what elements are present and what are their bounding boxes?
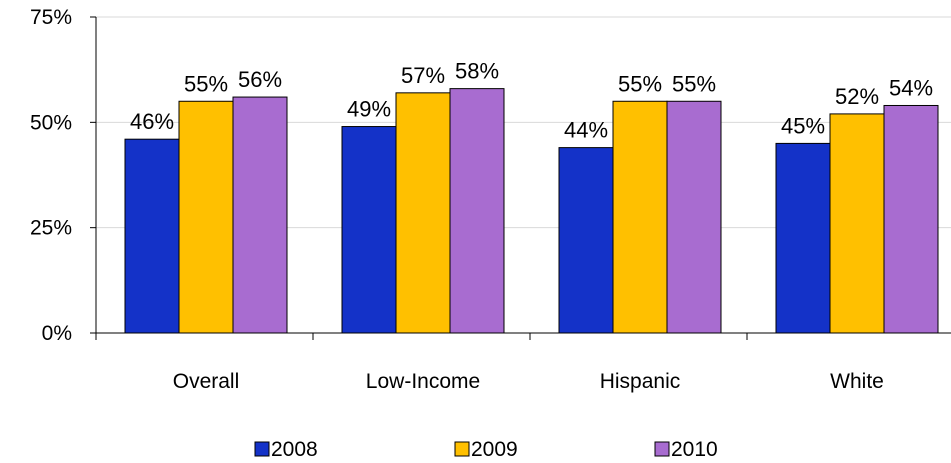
- data-label: 55%: [184, 71, 228, 96]
- data-label: 55%: [618, 71, 662, 96]
- bar-2009-white: [829, 113, 885, 334]
- x-tick-label: Hispanic: [600, 370, 681, 393]
- data-label: 55%: [672, 71, 716, 96]
- data-label: 46%: [130, 109, 174, 134]
- legend-label: 2009: [471, 438, 518, 461]
- y-tick-labels: 0% 25% 50% 75%: [30, 6, 72, 345]
- bar-2010-hispanic: [666, 100, 722, 334]
- data-label: 44%: [564, 118, 608, 143]
- data-label: 54%: [889, 75, 933, 100]
- data-label: 56%: [238, 67, 282, 92]
- y-tick-label: 0%: [42, 322, 72, 345]
- legend: 2008 2009 2010: [254, 438, 718, 461]
- bar-2009-overall: [178, 100, 234, 334]
- bar-2010-low-income: [449, 88, 505, 334]
- axes: [90, 16, 951, 340]
- data-label: 49%: [347, 97, 391, 122]
- bar-2008-low-income: [341, 126, 397, 334]
- bar-2010-white: [883, 104, 939, 334]
- bar-2009-low-income: [395, 92, 451, 334]
- legend-label: 2010: [671, 438, 718, 461]
- y-tick-label: 75%: [30, 6, 72, 29]
- y-tick-label: 25%: [30, 217, 72, 240]
- data-label: 52%: [835, 84, 879, 109]
- bar-2009-hispanic: [612, 100, 668, 334]
- bar-2008-overall: [124, 138, 180, 334]
- bar-2008-hispanic: [558, 147, 614, 334]
- bars: [124, 88, 939, 334]
- legend-label: 2008: [271, 438, 318, 461]
- data-label: 45%: [781, 113, 825, 138]
- x-tick-label: Low-Income: [366, 370, 480, 393]
- legend-swatch-2008: [254, 441, 270, 457]
- x-tick-label: Overall: [173, 370, 240, 393]
- bar-2008-white: [775, 142, 831, 334]
- value-labels: 46% 55% 56% 49% 57% 58% 44% 55% 55% 45% 52% 54%: [130, 59, 933, 143]
- data-label: 58%: [455, 59, 499, 84]
- legend-swatch-2010: [654, 441, 670, 457]
- x-tick-label: White: [830, 370, 884, 393]
- y-tick-label: 50%: [30, 111, 72, 134]
- data-label: 57%: [401, 63, 445, 88]
- bar-2010-overall: [232, 96, 288, 334]
- legend-swatch-2009: [454, 441, 470, 457]
- x-tick-labels: Overall Low-Income Hispanic White: [173, 370, 884, 393]
